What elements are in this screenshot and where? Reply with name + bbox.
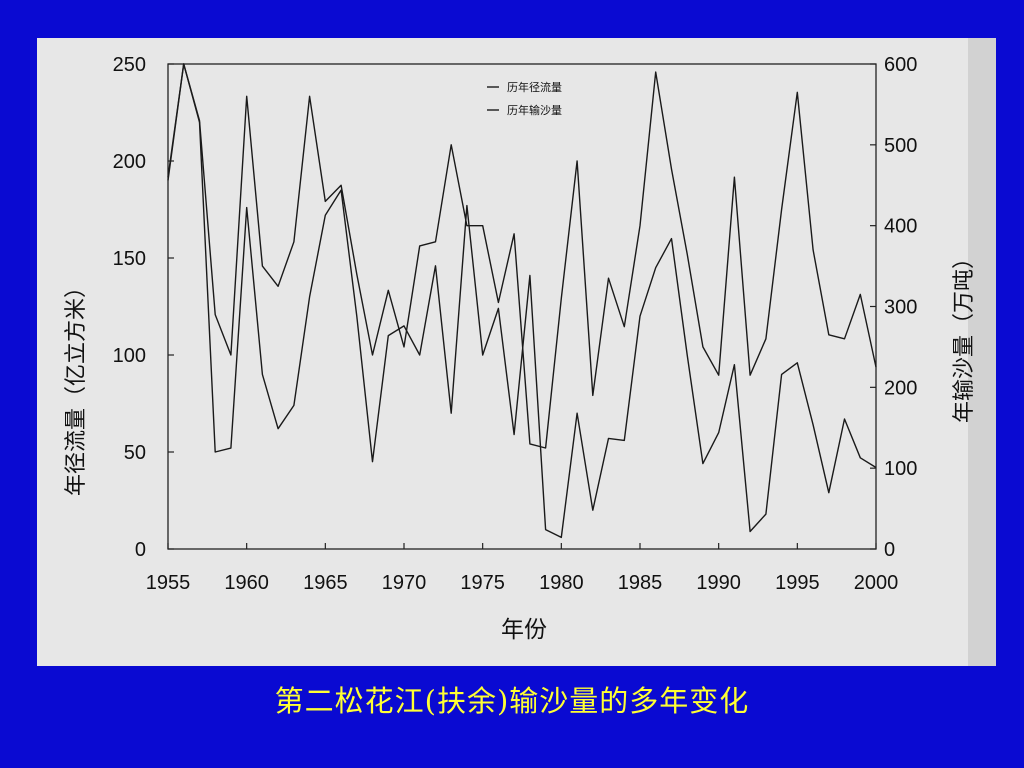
- x-tick-label: 1995: [775, 572, 820, 594]
- x-axis-label: 年份: [501, 616, 547, 642]
- left-y-tick-label: 100: [113, 345, 146, 367]
- left-y-tick-label: 0: [135, 539, 146, 561]
- scanned-figure: 1955 1960 1965 1970 1975 1980 1985 1990 1995 2000…: [37, 38, 996, 666]
- x-tick-label: 1990: [696, 572, 741, 594]
- right-y-tick-label: 300: [884, 297, 917, 319]
- right-y-tick-label: 500: [884, 135, 917, 157]
- x-tick-label: 1965: [303, 572, 348, 594]
- left-y-axis-label: 年径流量（亿立方米）: [63, 276, 88, 496]
- legend-entry-label: 历年输沙量: [507, 103, 562, 117]
- sediment-series-line: [167, 63, 877, 449]
- right-y-tick-label: 0: [884, 539, 895, 561]
- slide-caption: 第二松花江(扶余)输沙量的多年变化: [274, 684, 750, 718]
- left-y-tick-label: 50: [124, 442, 146, 464]
- x-tick-label: 2000: [854, 572, 899, 594]
- left-y-tick-label: 200: [113, 151, 146, 173]
- x-tick-label: 1955: [146, 572, 191, 594]
- left-y-tick-label: 250: [113, 54, 146, 76]
- left-y-tick-label: 150: [113, 248, 146, 270]
- x-tick-label: 1985: [618, 572, 663, 594]
- line-chart: 1955 1960 1965 1970 1975 1980 1985 1990 1995 2000…: [63, 54, 976, 642]
- runoff-series-line: [167, 63, 877, 539]
- scan-edge-shadow: [968, 38, 996, 666]
- left-y-axis-ticks: 0 50 100 150 200 250: [113, 54, 174, 561]
- x-axis-ticks: 1955 1960 1965 1970 1975 1980 1985 1990 1995 2000: [146, 543, 899, 594]
- right-y-tick-label: 600: [884, 54, 917, 76]
- right-y-tick-label: 400: [884, 216, 917, 238]
- x-tick-label: 1970: [382, 572, 427, 594]
- x-tick-label: 1960: [224, 572, 269, 594]
- x-tick-label: 1975: [460, 572, 505, 594]
- right-y-tick-label: 100: [884, 458, 917, 480]
- x-tick-label: 1980: [539, 572, 584, 594]
- legend-entry-label: 历年径流量: [507, 80, 562, 94]
- right-y-axis-label: 年输沙量（万吨）: [951, 247, 976, 423]
- right-y-tick-label: 200: [884, 377, 917, 399]
- series-lines: [167, 63, 877, 539]
- right-y-axis-ticks: 0 100 200 300 400 500 600: [870, 54, 917, 561]
